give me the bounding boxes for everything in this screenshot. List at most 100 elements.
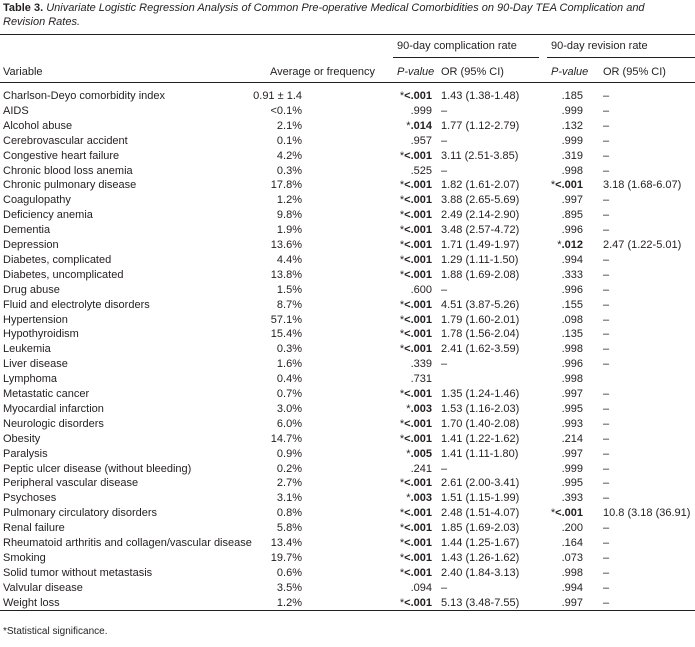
frequency: 0.1%: [276, 134, 302, 147]
p-value: *<.001: [399, 566, 432, 579]
p-value: .895: [561, 209, 583, 222]
odds-ratio: –: [603, 447, 610, 460]
p-value: .997: [561, 596, 583, 609]
p-value: *.003: [406, 402, 432, 415]
frequency: 17.8%: [270, 179, 302, 192]
variable: Weight loss: [3, 596, 60, 609]
frequency: 1.5%: [276, 283, 302, 296]
frequency: 0.9%: [276, 447, 302, 460]
p-value: *<.001: [399, 417, 432, 430]
p-value: .098: [561, 313, 583, 326]
p-value: .998: [561, 566, 583, 579]
odds-ratio: 2.47 (1.22-5.01): [603, 239, 682, 251]
variable: Psychoses: [3, 492, 57, 505]
p-value: .993: [561, 417, 583, 430]
bottom-rule: [0, 610, 695, 611]
column-header: Average or frequency: [270, 66, 375, 78]
odds-ratio: –: [603, 313, 610, 326]
p-value: .164: [561, 537, 583, 549]
odds-ratio: 3.48 (2.57-4.72): [441, 224, 520, 237]
frequency: 19.7%: [270, 551, 302, 564]
p-value: .600: [410, 283, 432, 296]
odds-ratio: –: [603, 432, 610, 445]
odds-ratio: –: [603, 402, 610, 415]
odds-ratio: –: [603, 581, 610, 594]
variable: Congestive heart failure: [3, 149, 120, 162]
p-value: .998: [561, 373, 583, 386]
variable: Smoking: [3, 551, 46, 564]
p-value: *<.001: [399, 432, 432, 445]
p-value: .731: [410, 373, 432, 386]
odds-ratio: 1.41 (1.11-1.80): [441, 447, 519, 460]
column-header: P-value: [397, 66, 435, 78]
p-value: *.005: [406, 447, 432, 460]
odds-ratio: –: [603, 417, 610, 430]
p-value: .319: [561, 149, 583, 162]
p-value: *<.001: [399, 179, 432, 192]
odds-ratio: 1.85 (1.69-2.03): [441, 522, 520, 535]
p-value: .999: [561, 134, 583, 147]
p-value: *<.001: [399, 537, 432, 549]
p-value: .999: [561, 104, 583, 117]
variable: Solid tumor without metastasis: [3, 566, 153, 579]
odds-ratio: –: [441, 581, 448, 594]
variable: Obesity: [3, 432, 41, 445]
frequency: 3.1%: [276, 492, 302, 505]
frequency: 15.4%: [270, 328, 302, 341]
variable: Cerebrovascular accident: [3, 134, 128, 147]
variable: Rheumatoid arthritis and collagen/vascul…: [3, 537, 252, 549]
variable: Pulmonary circulatory disorders: [3, 507, 158, 520]
p-value: .094: [410, 581, 432, 594]
variable: Renal failure: [3, 522, 65, 535]
variable: Fluid and electrolyte disorders: [3, 298, 150, 311]
header-rule: [0, 82, 695, 83]
caption: Table 3. Univariate Logistic Regression …: [3, 1, 683, 29]
variable: Coagulopathy: [3, 194, 71, 207]
variable: Charlson-Deyo comorbidity index: [3, 90, 166, 102]
odds-ratio: 3.18 (1.68-6.07): [603, 179, 682, 192]
variable: Chronic pulmonary disease: [3, 179, 137, 192]
frequency: 1.2%: [276, 194, 302, 207]
frequency: 1.9%: [276, 224, 302, 237]
variable: Paralysis: [3, 447, 48, 460]
p-value: *<.001: [399, 90, 432, 102]
variable: Lymphoma: [3, 373, 58, 386]
column-header: OR (95% CI): [603, 66, 666, 78]
odds-ratio: –: [441, 164, 448, 177]
odds-ratio: 1.51 (1.15-1.99): [441, 492, 520, 505]
odds-ratio: –: [603, 358, 610, 371]
variable: Myocardial infarction: [3, 402, 104, 415]
p-value: .333: [561, 268, 583, 281]
odds-ratio: –: [603, 492, 610, 505]
odds-ratio: –: [603, 104, 610, 117]
p-value: *<.001: [399, 209, 432, 222]
frequency: 8.7%: [276, 298, 302, 311]
p-value: *<.001: [399, 149, 432, 162]
frequency: 5.8%: [276, 522, 302, 535]
frequency: 0.3%: [276, 164, 302, 177]
frequency: 0.4%: [276, 373, 302, 386]
column-header: P-value: [551, 66, 589, 78]
odds-ratio: –: [441, 134, 448, 147]
p-value: *<.001: [399, 522, 432, 535]
p-value: .997: [561, 388, 583, 400]
odds-ratio: –: [603, 253, 610, 266]
odds-ratio: 4.51 (3.87-5.26): [441, 298, 520, 311]
p-value: .995: [561, 477, 583, 490]
variable: Alcohol abuse: [3, 119, 73, 132]
odds-ratio: 1.43 (1.26-1.62): [441, 551, 520, 564]
frequency: 4.4%: [276, 253, 302, 266]
odds-ratio: –: [441, 358, 448, 371]
p-value: *.003: [406, 492, 432, 505]
variable: Hypothyroidism: [3, 328, 79, 341]
variable: Leukemia: [3, 343, 51, 356]
odds-ratio: –: [603, 90, 610, 102]
variable: AIDS: [3, 104, 29, 117]
variable: Diabetes, uncomplicated: [3, 268, 124, 281]
caption-text: Univariate Logistic Regression Analysis …: [3, 2, 645, 28]
p-value: .994: [561, 581, 583, 594]
frequency: 3.0%: [276, 402, 302, 415]
odds-ratio: –: [603, 328, 610, 341]
odds-ratio: –: [603, 194, 610, 207]
group-rule: [547, 57, 695, 58]
